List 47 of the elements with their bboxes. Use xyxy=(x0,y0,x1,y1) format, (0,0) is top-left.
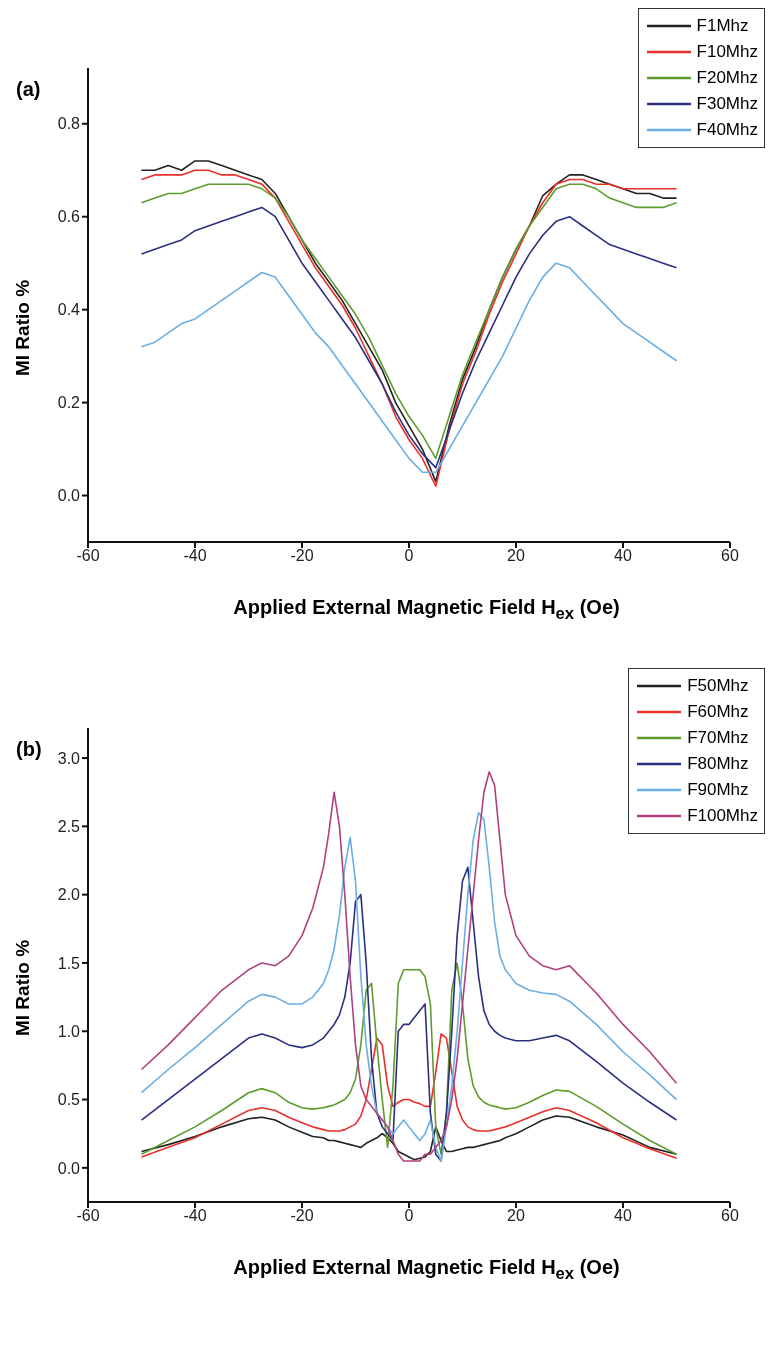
legend-label: F70Mhz xyxy=(687,727,749,749)
x-tick-label: -60 xyxy=(76,547,100,565)
legend-label: F80Mhz xyxy=(687,753,749,775)
x-tick-label: 60 xyxy=(721,547,739,565)
legend-label: F60Mhz xyxy=(687,701,749,723)
legend-label: F1Mhz xyxy=(696,15,749,37)
x-axis-title: Applied External Magnetic Field H$_{ex}$ (Oe) xyxy=(232,1256,621,1284)
y-tick-label: 1.0 xyxy=(57,1022,81,1040)
line-series xyxy=(140,262,678,474)
x-tick-label: -60 xyxy=(76,1207,100,1225)
legend-label: F10Mhz xyxy=(696,41,758,63)
x-tick-label: 60 xyxy=(721,1207,739,1225)
x-axis-title: Applied External Magnetic Field H$_{ex}$ (Oe) xyxy=(232,596,621,624)
y-tick-label: 3.0 xyxy=(57,749,81,767)
y-tick-label: 2.0 xyxy=(57,886,81,904)
legend-label: F100Mhz xyxy=(687,805,758,827)
line-series xyxy=(140,866,678,1162)
legend-label: F20Mhz xyxy=(696,67,758,89)
y-tick-label: 0.0 xyxy=(57,1159,81,1177)
x-tick-label: -20 xyxy=(290,547,314,565)
x-tick-label: -40 xyxy=(183,1207,207,1225)
legend-label: F30Mhz xyxy=(696,93,758,115)
y-tick-label: 0.6 xyxy=(57,208,81,226)
legend-label: F90Mhz xyxy=(687,779,749,801)
legend-label: F40Mhz xyxy=(696,119,758,141)
x-tick-label: 40 xyxy=(614,1207,632,1225)
line-series xyxy=(140,1033,678,1160)
y-tick-label: 0.8 xyxy=(57,115,81,133)
y-tick-label: 0.2 xyxy=(57,394,81,412)
text: (a) xyxy=(16,78,41,101)
y-tick-label: 0.4 xyxy=(57,301,81,319)
x-tick-label: 0 xyxy=(404,1207,414,1225)
y-tick-label: 0.5 xyxy=(57,1091,81,1109)
text: (b) xyxy=(16,738,42,761)
y-axis-title: MI Ratio % xyxy=(12,279,34,377)
x-tick-label: 20 xyxy=(507,1207,525,1225)
x-tick-label: 20 xyxy=(507,547,525,565)
x-tick-label: -20 xyxy=(290,1207,314,1225)
y-tick-label: 1.5 xyxy=(57,954,81,972)
legend-label: F50Mhz xyxy=(687,675,749,697)
x-tick-label: -40 xyxy=(183,547,207,565)
y-tick-label: 2.5 xyxy=(57,818,81,836)
x-tick-label: 40 xyxy=(614,547,632,565)
x-tick-label: 0 xyxy=(404,547,414,565)
line-series xyxy=(140,962,678,1155)
y-axis-title: MI Ratio % xyxy=(12,939,34,1037)
y-tick-label: 0.0 xyxy=(57,487,81,505)
